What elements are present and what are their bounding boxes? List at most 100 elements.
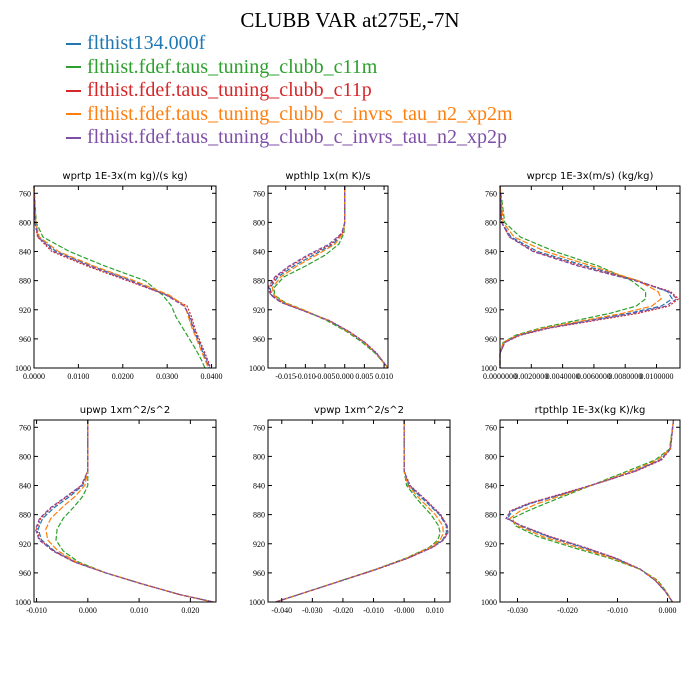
legend-item-3: flthist.fdef.taus_tuning_clubb_c11p [66,79,513,103]
y-tick-label: 920 [485,540,497,549]
y-tick-label: 800 [19,218,31,227]
y-tick-label: 840 [19,248,31,257]
x-tick-label: -0.000 [394,606,415,615]
x-tick-label: -0.010 [607,606,628,615]
x-tick-label: 0.000 [79,606,97,615]
x-tick-label: -0.010 [26,606,47,615]
y-tick-label: 1000 [481,598,497,607]
y-tick-label: 800 [485,452,497,461]
y-tick-label: 920 [19,306,31,315]
y-tick-label: 760 [485,423,497,432]
plot-frame-2 [267,185,389,369]
series-line-3-2 [499,185,647,368]
series-line-4-2 [55,420,214,603]
x-tick-label: 0.000 [659,606,677,615]
plot-frame-6 [499,419,681,603]
series-line-4-1 [37,420,214,603]
x-tick-label: -0.020 [557,606,578,615]
x-tick-label: 0.0400 [201,372,223,381]
series-line-2-5 [267,186,389,369]
series-line-2-2 [273,186,389,369]
chart-panel-5: vpwp 1xm^2/s^2 760 800 840 880 920 960 1000 -0.0… [249,405,451,615]
x-tick-label: 0.0100000 [640,372,674,381]
y-tick-label: 760 [253,189,265,198]
legend-swatch-5 [66,136,81,139]
y-tick-label: 800 [19,452,31,461]
legend-swatch-3 [66,89,81,92]
chart-panel-1: wprtp 1E-3x(m kg)/(s kg) 760 800 840 880 920 9… [15,171,223,381]
y-tick-label: 840 [19,482,31,491]
series-line-5-2 [275,420,441,603]
legend-label-2: flthist.fdef.taus_tuning_clubb_c11m [87,55,378,78]
x-tick-label: 0.0080000 [608,372,642,381]
chart-title-3: wprcp 1E-3x(m/s) (kg/kg) [527,171,654,182]
plot-frame-1 [33,185,217,369]
y-tick-label: 840 [253,482,265,491]
legend-label-3: flthist.fdef.taus_tuning_clubb_c11p [87,79,372,102]
y-tick-label: 960 [485,335,497,344]
legend: flthist134.000f flthist.fdef.taus_tuning… [66,32,513,150]
y-tick-label: 1000 [15,364,31,373]
x-tick-label: 0.005 [355,372,373,381]
y-tick-label: 880 [19,511,31,520]
chart-title-1: wprtp 1E-3x(m kg)/(s kg) [62,171,187,182]
x-tick-label: -0.020 [333,606,354,615]
x-tick-label: 0.0060000 [577,372,611,381]
series-line-4-4 [45,420,214,603]
x-tick-label: 0.0300 [156,372,178,381]
series-line-6-2 [511,419,675,603]
chart-title-6: rtpthlp 1E-3x(kg K)/kg [535,405,646,416]
y-tick-label: 880 [485,511,497,520]
y-tick-label: 880 [253,277,265,286]
y-tick-label: 880 [253,511,265,520]
y-tick-label: 1000 [249,364,265,373]
x-tick-label: -0.030 [507,606,528,615]
legend-swatch-4 [66,113,81,116]
y-tick-label: 960 [19,569,31,578]
legend-item-1: flthist134.000f [66,32,513,56]
y-tick-label: 960 [485,569,497,578]
y-tick-label: 1000 [249,598,265,607]
legend-label-4: flthist.fdef.taus_tuning_clubb_c_invrs_t… [87,102,513,125]
y-tick-label: 760 [19,423,31,432]
series-line-5-5 [275,420,449,603]
x-tick-label: 0.0040000 [546,372,580,381]
y-tick-label: 1000 [481,364,497,373]
legend-swatch-1 [66,42,81,45]
series-line-1-2 [33,185,206,369]
series-line-3-4 [499,185,662,368]
y-tick-label: 760 [19,189,31,198]
x-tick-label: -0.010 [295,372,316,381]
y-tick-label: 800 [253,218,265,227]
x-tick-label: 0.000 [336,372,354,381]
y-tick-label: 840 [485,248,497,257]
series-line-2-1 [269,186,389,369]
y-tick-label: 840 [485,482,497,491]
x-tick-label: -0.040 [271,606,292,615]
x-tick-label: 0.0020000 [514,372,548,381]
series-line-1-1 [33,185,210,369]
x-tick-label: -0.030 [302,606,323,615]
y-tick-label: 800 [253,452,265,461]
y-tick-label: 800 [485,218,497,227]
legend-item-4: flthist.fdef.taus_tuning_clubb_c_invrs_t… [66,103,513,127]
x-tick-label: -0.015 [275,372,296,381]
series-line-1-4 [33,185,210,369]
y-tick-label: 920 [253,540,265,549]
x-tick-label: 0.0200 [112,372,134,381]
series-line-3-3 [499,185,680,368]
chart-panel-6: rtpthlp 1E-3x(kg K)/kg 760 800 840 880 920 960… [481,405,681,615]
series-line-6-5 [505,419,675,603]
x-tick-label: 0.0000 [23,372,45,381]
y-tick-label: 960 [253,335,265,344]
legend-item-2: flthist.fdef.taus_tuning_clubb_c11m [66,56,513,80]
chart-panel-4: upwp 1xm^2/s^2 760 800 840 880 920 960 1000-0.0… [15,405,217,615]
series-line-4-3 [35,420,214,603]
y-tick-label: 920 [253,306,265,315]
y-tick-label: 960 [253,569,265,578]
x-tick-label: 0.0100 [67,372,89,381]
series-line-4-5 [34,420,214,603]
y-tick-label: 920 [485,306,497,315]
series-line-2-4 [271,186,389,369]
